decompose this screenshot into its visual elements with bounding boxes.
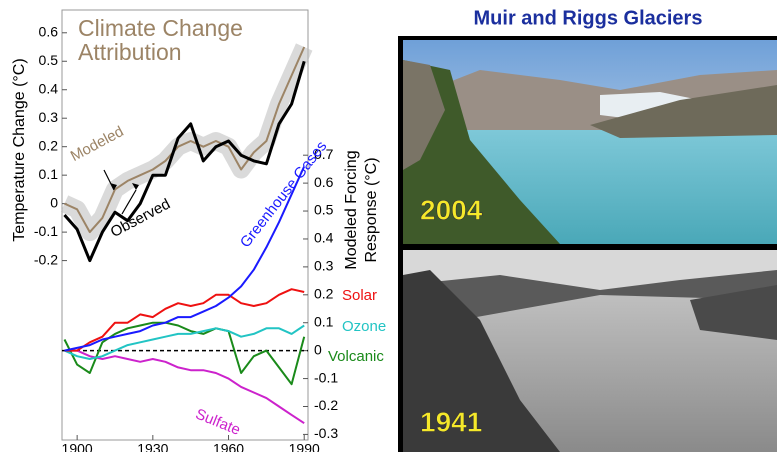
y2-axis-label: Response (°C)	[363, 157, 380, 262]
y2-tick-label: -0.3	[314, 425, 338, 441]
chart-title: Attribution	[78, 39, 182, 65]
y-tick-label: 0.5	[39, 52, 59, 68]
page: {"chart_data": {"type": "line", "title":…	[0, 0, 777, 452]
y2-tick-label: 0.5	[314, 202, 334, 218]
x-tick-label: 1990	[289, 441, 320, 452]
y-tick-label: 0.2	[39, 137, 59, 153]
y2-tick-label: 0.6	[314, 174, 334, 190]
y-tick-label: 0.4	[39, 80, 59, 96]
y-tick-label: 0.3	[39, 109, 59, 125]
y-tick-label: 0.1	[39, 166, 59, 182]
y-tick-label: 0	[50, 194, 58, 210]
series-label: Modeled	[68, 123, 127, 165]
y-axis-label: Temperature Change (°C)	[11, 58, 28, 241]
x-tick-label: 1960	[213, 441, 244, 452]
photo-label: 1941	[420, 406, 482, 437]
y-tick-label: -0.1	[34, 223, 58, 239]
x-tick-label: 1900	[62, 441, 93, 452]
y2-axis-label: Modeled Forcing	[343, 150, 360, 269]
chart: -0.2 -0.1 0 0.1 0.2 0.3 0.4 0.5 0.6 -0.3 -0.2 -0.1 0…	[11, 10, 386, 452]
y2-tick-label: -0.2	[314, 397, 338, 413]
series-label: Ozone	[342, 318, 386, 335]
photo-label: 2004	[420, 194, 483, 225]
photo-panel: Muir and Riggs Glaciers 2004 1941	[398, 7, 777, 452]
series-line	[65, 351, 305, 424]
series-label: Solar	[342, 287, 377, 304]
series-label: Volcanic	[328, 348, 384, 365]
y-tick-label: -0.2	[34, 251, 58, 267]
y2-tick-label: 0.1	[314, 313, 334, 329]
series-line	[65, 323, 305, 385]
y2-tick-label: 0	[314, 341, 322, 357]
series-label: Sulfate	[193, 406, 243, 439]
y2-tick-label: 0.4	[314, 230, 334, 246]
chart-title: Climate Change	[78, 15, 243, 41]
figure: Muir and Riggs Glaciers 2004 1941 -0.2-0…	[0, 0, 777, 452]
photo-title: Muir and Riggs Glaciers	[474, 7, 703, 29]
y2-tick-label: -0.1	[314, 369, 338, 385]
series-line	[65, 166, 305, 350]
y2-tick-label: 0.2	[314, 286, 334, 302]
y2-tick-label: 0.3	[314, 258, 334, 274]
y-tick-label: 0.6	[39, 23, 59, 39]
x-tick-label: 1930	[137, 441, 168, 452]
